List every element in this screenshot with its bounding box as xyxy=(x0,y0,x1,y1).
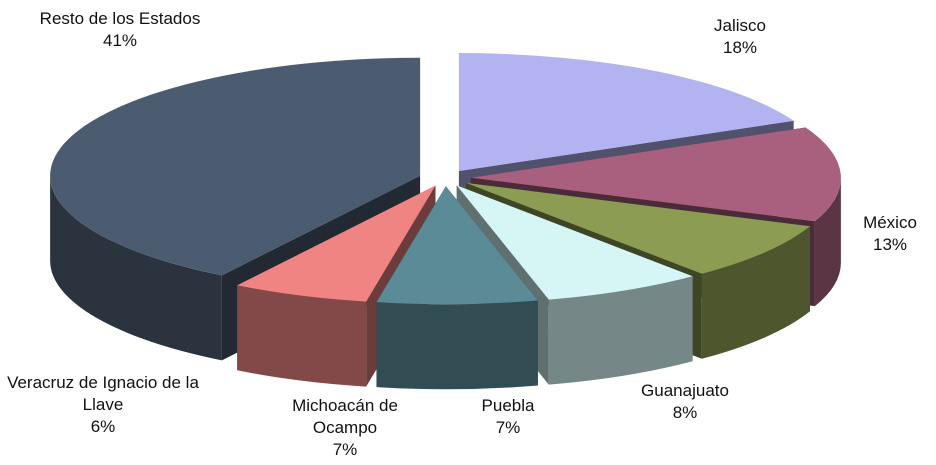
value-label: 7% xyxy=(495,418,521,437)
category-name: Michoacán de Ocampo xyxy=(292,396,398,437)
slice-label: Puebla 7% xyxy=(458,395,558,439)
slice-label: Veracruz de Ignacio de la Llave 6% xyxy=(1,372,206,438)
slice-side xyxy=(548,276,693,385)
pie-slice xyxy=(458,53,794,172)
value-label: 13% xyxy=(872,235,908,254)
pie-slice xyxy=(50,57,421,276)
slice-side xyxy=(376,300,538,390)
value-label: 6% xyxy=(90,417,116,436)
slice-label: Resto de los Estados 41% xyxy=(0,8,240,52)
slice-label: México 13% xyxy=(840,212,936,256)
pie-slice xyxy=(376,186,538,305)
value-label: 8% xyxy=(672,403,698,422)
value-label: 41% xyxy=(102,31,138,50)
slice-side xyxy=(50,175,222,361)
category-name: Resto de los Estados xyxy=(39,9,201,28)
category-name: Guanajuato xyxy=(641,381,729,400)
slice-side xyxy=(814,177,841,307)
pie-slice xyxy=(237,185,436,302)
slice-side xyxy=(237,285,367,387)
slice-label: Michoacán de Ocampo 7% xyxy=(265,395,425,461)
pie-slice xyxy=(470,127,841,222)
category-name: México xyxy=(863,213,917,232)
category-name: Jalisco xyxy=(714,16,766,35)
pie-slice xyxy=(465,182,810,274)
category-name: Puebla xyxy=(481,396,535,415)
slice-label: Guanajuato 8% xyxy=(615,380,755,424)
pie-slice xyxy=(456,185,693,300)
slice-side xyxy=(701,226,810,359)
category-name: Veracruz de Ignacio de la Llave xyxy=(7,373,199,414)
value-label: 18% xyxy=(722,38,758,57)
slice-label: Jalisco 18% xyxy=(670,15,810,59)
value-label: 7% xyxy=(332,440,358,459)
